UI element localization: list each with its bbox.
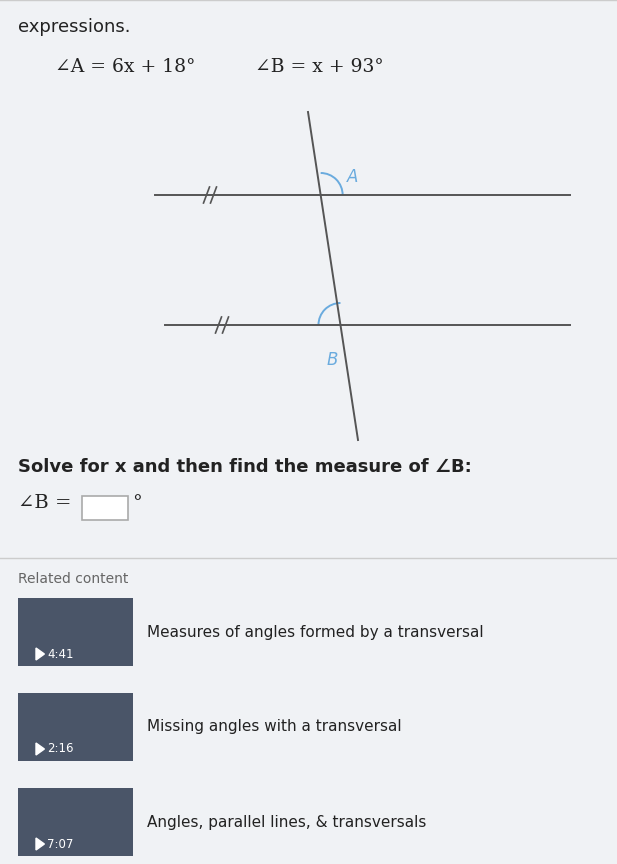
Text: 7:07: 7:07 [48,837,74,850]
Text: Angles, parallel lines, & transversals: Angles, parallel lines, & transversals [147,815,426,829]
Text: 4:41: 4:41 [48,647,74,660]
Text: ∠B = x + 93°: ∠B = x + 93° [255,58,384,76]
Text: Missing angles with a transversal: Missing angles with a transversal [147,720,402,734]
Text: Solve for x and then find the measure of ∠B:: Solve for x and then find the measure of… [18,458,472,476]
Text: ∠B =: ∠B = [18,494,72,512]
Polygon shape [36,648,44,660]
Polygon shape [36,743,44,755]
Text: expressions.: expressions. [18,18,131,36]
Bar [82,496,128,520]
Text: Related content: Related content [18,572,128,586]
Text: B: B [327,351,338,369]
Bar [18,598,133,666]
Bar [18,788,133,856]
Bar [18,693,133,761]
Text: ∠A = 6x + 18°: ∠A = 6x + 18° [55,58,196,76]
Polygon shape [36,838,44,850]
Text: 2:16: 2:16 [48,742,74,755]
Text: °: ° [132,494,142,512]
Text: A: A [347,168,358,186]
Text: Measures of angles formed by a transversal: Measures of angles formed by a transvers… [147,625,484,639]
